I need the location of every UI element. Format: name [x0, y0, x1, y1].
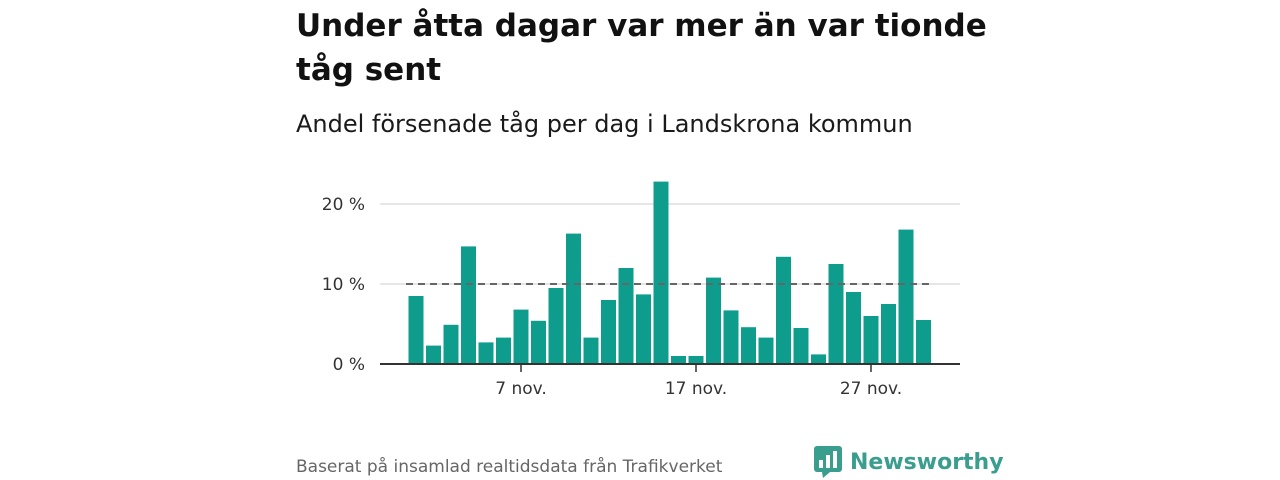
- brand-name: Newsworthy: [850, 449, 1004, 475]
- bar: [688, 356, 704, 364]
- bar: [793, 328, 809, 364]
- bar: [601, 300, 616, 364]
- bar: [566, 233, 581, 364]
- bar: [531, 320, 546, 364]
- bar: [723, 310, 739, 364]
- bar: [741, 327, 756, 364]
- bar: [496, 337, 511, 364]
- bar: [548, 288, 564, 364]
- bar: [828, 264, 844, 364]
- bar: [583, 337, 599, 364]
- bar-chart: 0 % 10 % 20 % 7 nov. 17 nov. 27 nov.: [322, 181, 960, 399]
- bar: [881, 304, 896, 364]
- bar: [863, 316, 879, 364]
- bar: [846, 292, 861, 364]
- bar: [758, 337, 774, 364]
- bar-chart-speech-bubble-icon: [814, 446, 842, 478]
- bar: [478, 342, 494, 364]
- bar: [443, 324, 459, 364]
- y-tick-label: 0 %: [333, 355, 365, 375]
- bar: [513, 309, 529, 364]
- bar: [776, 256, 791, 364]
- bar: [671, 356, 686, 364]
- source-note: Baserat på insamlad realtidsdata från Tr…: [296, 457, 723, 477]
- bar: [898, 229, 914, 364]
- bar: [618, 268, 634, 364]
- x-tick-label: 27 nov.: [840, 379, 902, 399]
- x-tick-label: 17 nov.: [665, 379, 727, 399]
- bar: [408, 296, 424, 364]
- bar: [653, 181, 669, 364]
- bar: [916, 320, 931, 364]
- bar: [811, 354, 826, 364]
- bar: [706, 277, 721, 364]
- bar: [426, 345, 441, 364]
- chart-title: Under åtta dagar var mer än var tionde t…: [296, 8, 987, 88]
- bar: [461, 246, 476, 364]
- chart-subtitle: Andel försenade tåg per dag i Landskrona…: [296, 110, 913, 138]
- y-tick-label: 10 %: [322, 275, 365, 295]
- bar: [636, 294, 651, 364]
- x-tick-label: 7 nov.: [495, 379, 547, 399]
- newsworthy-logo: Newsworthy: [814, 446, 1004, 478]
- y-tick-label: 20 %: [322, 195, 365, 215]
